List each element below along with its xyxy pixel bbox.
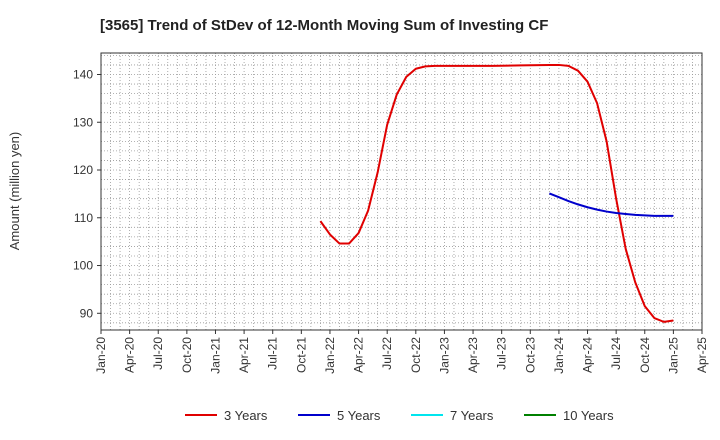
legend-label-10-years: 10 Years <box>563 408 614 423</box>
x-tick-label: Apr-21 <box>237 337 251 373</box>
y-tick-label: 120 <box>73 163 93 177</box>
x-tick-label: Apr-24 <box>581 337 595 373</box>
x-tick-label: Jan-21 <box>208 337 222 374</box>
x-tick-label: Jul-23 <box>495 337 509 370</box>
y-tick-label: 110 <box>74 211 93 225</box>
y-tick-label: 140 <box>73 67 93 81</box>
x-tick-label: Jan-25 <box>666 337 680 374</box>
series-line-3-years <box>319 63 674 323</box>
legend: 3 Years 5 Years 7 Years 10 Years <box>185 408 614 423</box>
plot-area <box>101 53 702 330</box>
x-tick-label: Oct-24 <box>638 337 652 373</box>
y-tick-label: 130 <box>73 115 93 129</box>
x-tick-label: Jul-20 <box>151 337 165 370</box>
y-axis-label: Amount (million yen) <box>7 132 22 251</box>
x-tick-label: Jan-23 <box>437 337 451 374</box>
x-tick-label: Apr-22 <box>352 337 366 373</box>
x-tick-label: Jul-21 <box>266 337 280 370</box>
x-tick-label: Apr-20 <box>123 337 137 373</box>
y-tick-label: 100 <box>73 259 93 273</box>
x-tick-label: Jul-24 <box>609 337 623 370</box>
x-tick-label: Oct-20 <box>180 337 194 373</box>
series-line-5-years <box>548 192 674 217</box>
legend-label-5-years: 5 Years <box>337 408 381 423</box>
x-tick-label: Apr-23 <box>466 337 480 373</box>
legend-label-3-years: 3 Years <box>224 408 268 423</box>
x-tick-label: Apr-25 <box>695 337 709 373</box>
chart-title: [3565] Trend of StDev of 12-Month Moving… <box>100 17 548 34</box>
legend-label-7-years: 7 Years <box>450 408 494 423</box>
y-tick-label: 90 <box>80 306 94 320</box>
y-axis-ticks: 90 100 110 120 130 140 <box>73 67 101 320</box>
x-tick-label: Oct-23 <box>523 337 537 373</box>
x-tick-label: Jan-24 <box>552 337 566 374</box>
series-lines <box>319 63 674 323</box>
x-tick-label: Oct-21 <box>294 337 308 373</box>
x-tick-label: Oct-22 <box>409 337 423 373</box>
horizontal-gridlines <box>101 54 702 324</box>
x-axis-ticks: Jan-20 Apr-20 Jul-20 Oct-20 Jan-21 Apr-21 Jul-… <box>94 330 709 374</box>
x-tick-label: Jan-22 <box>323 337 337 374</box>
vertical-gridlines <box>110 53 693 330</box>
x-tick-label: Jul-22 <box>380 337 394 370</box>
plot-frame <box>100 52 703 331</box>
x-tick-label: Jan-20 <box>94 337 108 374</box>
